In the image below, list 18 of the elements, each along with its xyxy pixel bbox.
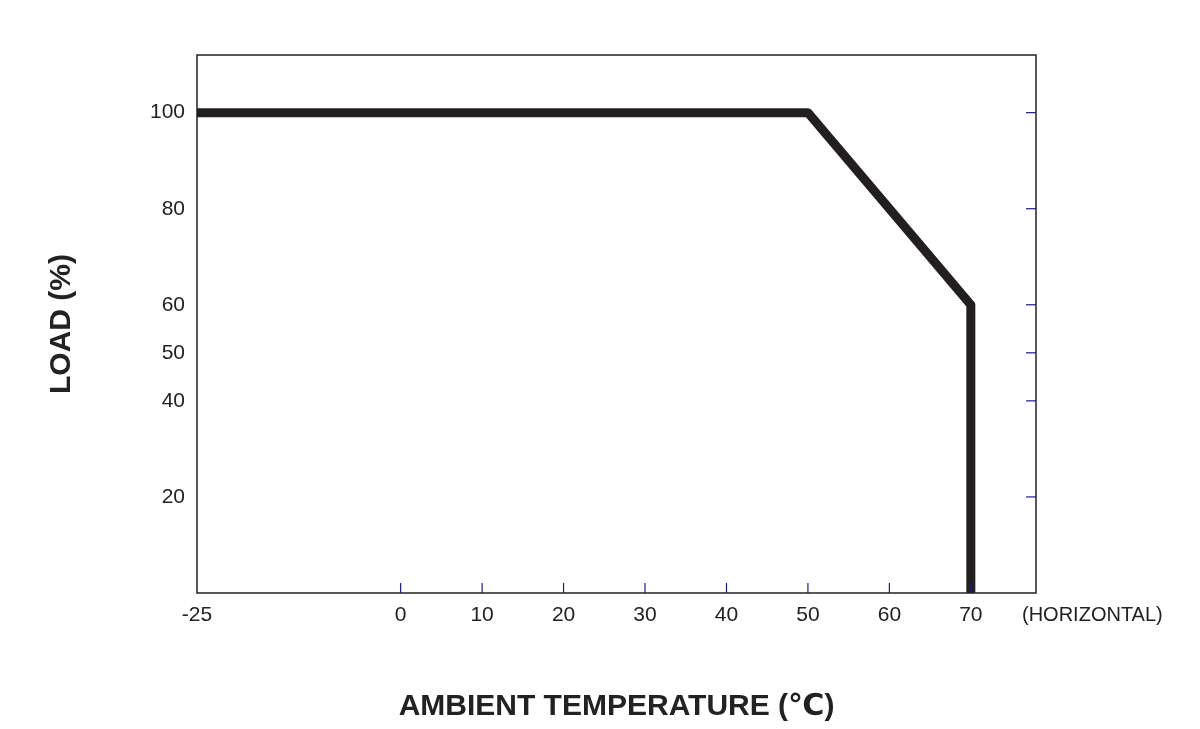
x-tick-label: 50: [796, 602, 820, 626]
text: (HORIZONTAL): [1022, 602, 1163, 625]
y-tick-label: 20: [161, 483, 185, 507]
y-tick-label: 100: [149, 99, 185, 123]
y-tick-label: 40: [161, 387, 185, 411]
x-tick-label: 0: [394, 602, 407, 626]
x-tick-label: 30: [633, 602, 657, 626]
y-tick-label: 50: [161, 339, 185, 363]
x-tick-label: 40: [714, 602, 739, 626]
x-tick-label: -25: [181, 602, 213, 626]
x-axis-title: AMBIENT TEMPERATURE (℃): [398, 688, 835, 722]
x-tick-label: 70: [959, 602, 983, 626]
y-tick-label: 60: [161, 291, 185, 315]
x-tick-label: 20: [551, 602, 576, 626]
x-tick-label: 10: [470, 602, 494, 626]
y-tick-label: 80: [161, 195, 185, 219]
y-axis-title: LOAD (%): [43, 254, 77, 394]
x-tick-label: 60: [877, 602, 902, 626]
